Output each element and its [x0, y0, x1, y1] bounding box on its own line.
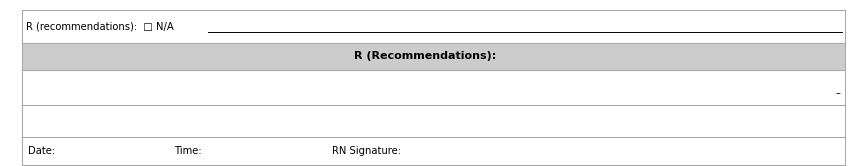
Bar [22, 43, 845, 70]
Text: RN Signature:: RN Signature: [332, 146, 400, 156]
Text: –: – [836, 88, 841, 98]
Text: Time:: Time: [174, 146, 202, 156]
Text: R (recommendations):  □ N/A: R (recommendations): □ N/A [26, 22, 174, 32]
Text: Date:: Date: [28, 146, 55, 156]
Text: R (Recommendations):: R (Recommendations): [354, 51, 496, 61]
